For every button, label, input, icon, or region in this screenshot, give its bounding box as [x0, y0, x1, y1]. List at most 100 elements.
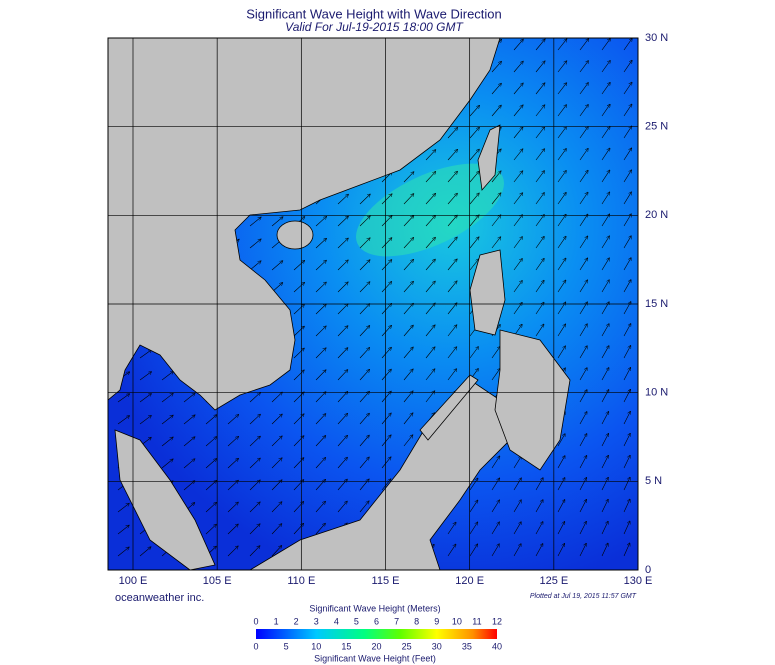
wave-arrow: [447, 303, 457, 315]
wave-arrow: [469, 347, 478, 359]
wave-arrow: [249, 502, 260, 513]
wave-arrow: [403, 238, 413, 249]
wave-arrow: [315, 458, 325, 469]
colorbar-title: Significant Wave Height (Meters): [309, 603, 440, 613]
wave-arrow: [117, 416, 129, 425]
wave-arrow: [623, 368, 631, 381]
wave-arrow: [601, 39, 610, 51]
wave-arrow: [293, 458, 304, 469]
lat-label: 15 N: [645, 298, 668, 310]
wave-arrow: [337, 260, 348, 271]
wave-arrow: [623, 324, 631, 337]
wave-arrow: [623, 521, 630, 535]
wave-arrow: [271, 458, 282, 469]
lon-label: 120 E: [455, 575, 484, 587]
wave-arrow: [601, 346, 609, 359]
wave-arrow: [425, 194, 435, 205]
wave-arrow: [513, 522, 521, 535]
wave-arrow: [491, 105, 501, 117]
wave-arrow: [469, 259, 479, 271]
wave-arrow: [271, 524, 282, 535]
wave-arrow: [513, 61, 523, 73]
wave-arrow: [623, 104, 632, 117]
colorbar-tick-label: 6: [374, 616, 379, 626]
wave-arrow: [469, 478, 478, 491]
wave-arrow: [337, 457, 347, 469]
graticule: [108, 38, 638, 570]
wave-arrow: [623, 455, 630, 469]
wave-arrow: [271, 414, 282, 425]
wave-arrow: [623, 170, 631, 183]
wave-arrow: [337, 326, 348, 337]
wave-arrow: [579, 412, 587, 425]
wave-arrow: [293, 326, 304, 337]
wave-arrow: [579, 434, 587, 447]
wave-arrow: [381, 326, 391, 337]
wave-arrow: [403, 347, 413, 359]
lon-label: 115 E: [372, 575, 400, 587]
wave-arrow: [381, 369, 391, 381]
wave-arrow: [205, 437, 217, 447]
wave-arrow: [535, 215, 544, 227]
lat-label: 30 N: [645, 32, 668, 44]
colorbar-tick-label: 0: [253, 641, 258, 651]
wave-arrow: [513, 215, 522, 227]
wave-arrow: [623, 346, 631, 359]
wave-arrow: [403, 194, 414, 205]
map-frame: [107, 37, 639, 571]
wave-arrow: [359, 282, 370, 293]
wave-arrow: [183, 459, 195, 469]
wave-arrow: [161, 459, 173, 469]
wave-arrow: [425, 369, 435, 381]
wave-arrow: [623, 390, 630, 403]
wave-arrow: [557, 127, 566, 139]
colorbar-tick-label: 2: [294, 616, 299, 626]
colorbar-tick-label: 40: [492, 641, 502, 651]
lon-label: 130 E: [624, 575, 653, 587]
wave-arrow: [161, 437, 173, 447]
wave-arrow: [601, 390, 609, 403]
wave-arrow: [315, 523, 325, 535]
wave-arrow: [403, 216, 414, 227]
wave-arrow: [403, 282, 413, 293]
wave-arrow: [579, 170, 588, 183]
wave-arrow: [359, 216, 370, 227]
wave-arrow: [513, 193, 523, 205]
wave-arrow: [469, 544, 477, 557]
wave-arrow: [579, 105, 588, 117]
wave-arrow: [557, 478, 565, 491]
wave-arrow: [293, 392, 304, 403]
wave-arrow: [205, 524, 216, 535]
wave-arrow: [513, 500, 521, 513]
wave-arrow: [513, 478, 521, 491]
wave-arrow: [601, 192, 610, 205]
wave-arrow: [381, 282, 392, 293]
wave-arrow: [535, 237, 544, 249]
wave-arrow: [381, 479, 391, 491]
lon-label: 125 E: [539, 575, 568, 587]
lon-label: 105 E: [203, 575, 232, 587]
wave-arrow: [535, 522, 543, 535]
colorbar-tick-label: 4: [334, 616, 339, 626]
wave-arrow: [623, 543, 630, 557]
wave-arrow: [601, 61, 610, 73]
wave-arrow: [579, 149, 588, 161]
wave-arrow: [271, 392, 282, 403]
map-area: [108, 38, 638, 570]
wave-arrow: [469, 171, 479, 183]
wave-arrow: [381, 347, 391, 359]
wave-arrow: [381, 238, 392, 249]
wave-arrow: [183, 437, 195, 447]
wave-arrow: [557, 171, 566, 183]
wave-arrow: [579, 324, 587, 337]
wave-arrow: [579, 214, 588, 227]
wave-arrow: [425, 303, 435, 315]
wave-arrow: [535, 83, 545, 95]
wave-arrow: [403, 260, 413, 271]
wave-arrow: [271, 546, 282, 557]
wave-arrow: [601, 521, 608, 535]
wave-arrow: [447, 281, 457, 293]
wave-arrow: [557, 500, 565, 513]
wave-arrow: [623, 214, 631, 227]
